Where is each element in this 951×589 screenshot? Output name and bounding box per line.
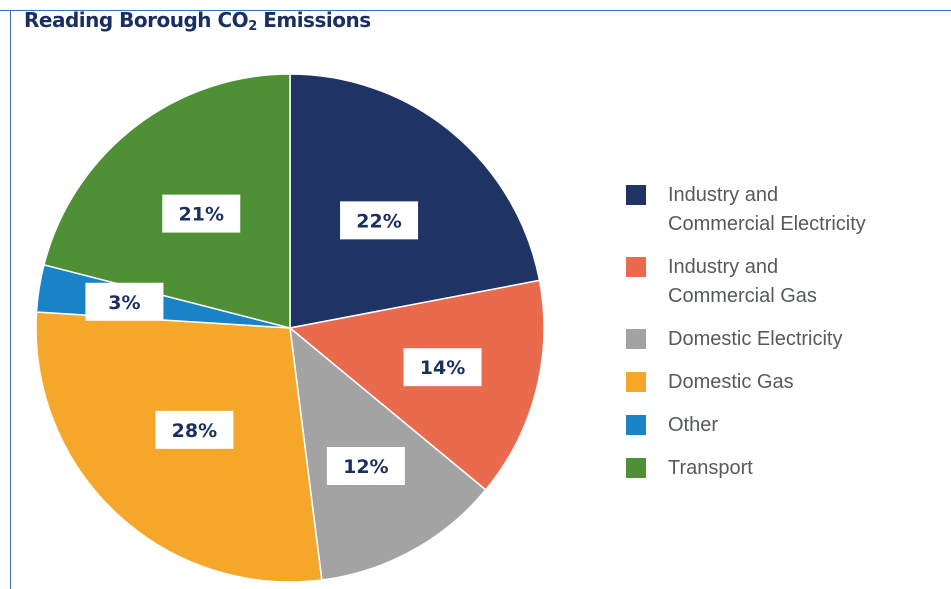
data-label-text: 12% [343,456,388,478]
data-label-box [326,447,405,486]
data-label-text: 21% [179,204,224,226]
legend-label-line: Commercial Electricity [668,213,866,235]
legend-swatch [626,257,646,277]
data-label-text: 22% [356,210,401,232]
data-label-box [162,194,241,233]
legend-item-industry-and-commercial-electricity: Industry and Commercial Electricity [626,181,926,239]
legend: Industry and Commercial Electricity Indust… [626,181,926,497]
legend-label-line: Transport [668,457,753,479]
chart-title: Reading Borough CO2 Emissions [24,8,371,34]
legend-label-line: Domestic Electricity [668,328,843,350]
legend-label-line: Industry and [668,256,779,278]
legend-swatch [626,372,646,392]
data-label-box [340,201,419,240]
pie-labels: 22% 14% 12% 28% 3% 21% [85,194,482,486]
frame-left-border [10,10,11,589]
legend-item-industry-and-commercial-gas: Industry and Commercial Gas [626,253,926,311]
data-label-industry-and-commercial-electricity: 22% [340,201,419,240]
legend-label-line: Commercial Gas [668,285,817,307]
data-label-transport: 21% [162,194,241,233]
legend-item-domestic-gas: Domestic Gas [626,368,926,397]
frame-top-border [0,10,951,11]
data-label-text: 28% [172,420,217,442]
pie-slice-industry-and-commercial-electricity [289,73,541,329]
pie-slices [35,73,545,583]
data-label-domestic-electricity: 12% [326,447,405,486]
legend-label-line: Other [668,414,719,436]
data-label-box [85,282,164,321]
data-label-industry-and-commercial-gas: 14% [403,348,482,387]
data-label-other: 3% [85,282,164,321]
chart-title-tail: Emissions [256,8,371,32]
chart-title-main: Reading Borough CO [24,8,249,32]
legend-item-other: Other [626,411,926,440]
legend-item-transport: Transport [626,454,926,483]
legend-item-domestic-electricity: Domestic Electricity [626,325,926,354]
legend-label-line: Domestic Gas [668,371,794,393]
legend-swatch [626,329,646,349]
data-label-box [155,410,234,449]
data-label-box [403,348,482,387]
legend-swatch [626,415,646,435]
data-label-text: 3% [108,292,140,314]
data-label-domestic-gas: 28% [155,410,234,449]
data-label-text: 14% [420,357,465,379]
legend-swatch [626,185,646,205]
legend-label-line: Industry and [668,184,779,206]
legend-swatch [626,458,646,478]
chart-title-subscript: 2 [248,19,257,34]
